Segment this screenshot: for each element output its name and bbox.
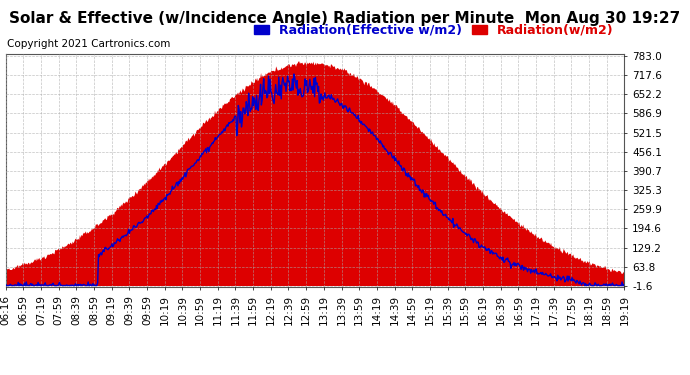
Legend: Radiation(Effective w/m2), Radiation(w/m2): Radiation(Effective w/m2), Radiation(w/m… [248,19,618,42]
Text: Solar & Effective (w/Incidence Angle) Radiation per Minute  Mon Aug 30 19:27: Solar & Effective (w/Incidence Angle) Ra… [10,11,680,26]
Text: Copyright 2021 Cartronics.com: Copyright 2021 Cartronics.com [7,39,170,50]
